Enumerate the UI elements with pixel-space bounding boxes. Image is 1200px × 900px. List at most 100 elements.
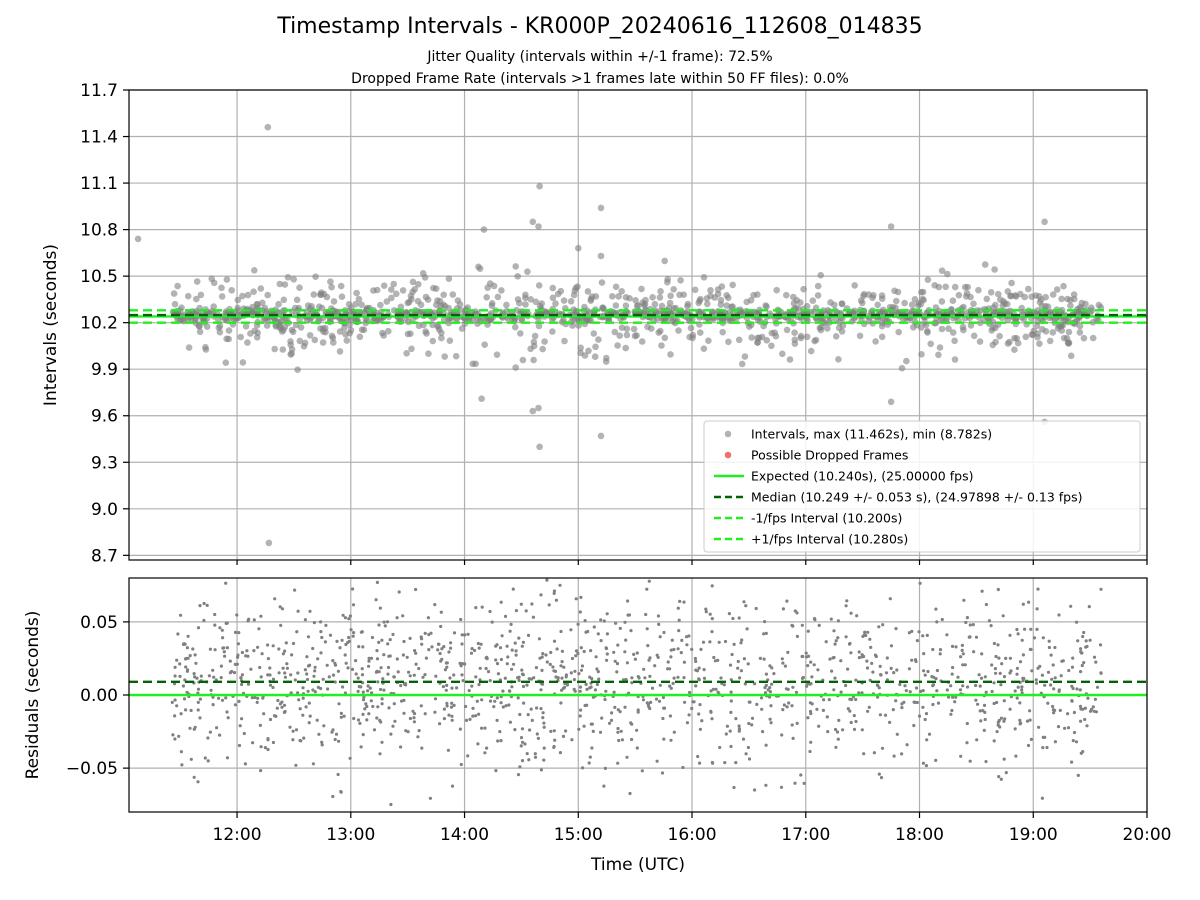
residual-point bbox=[635, 651, 639, 655]
residual-point bbox=[999, 777, 1003, 781]
residual-point bbox=[553, 669, 558, 674]
interval-point bbox=[1022, 333, 1030, 341]
residual-point bbox=[395, 616, 399, 620]
residual-point bbox=[907, 667, 912, 671]
residual-point bbox=[312, 621, 316, 625]
residual-point bbox=[834, 639, 838, 643]
interval-point bbox=[1019, 308, 1026, 316]
residual-point bbox=[866, 709, 870, 713]
residual-point bbox=[614, 621, 618, 625]
residual-point bbox=[710, 630, 714, 634]
residual-point bbox=[346, 666, 350, 670]
interval-point bbox=[570, 291, 578, 299]
residual-point bbox=[795, 611, 799, 615]
residual-point bbox=[746, 745, 751, 750]
residual-point bbox=[304, 705, 308, 709]
residual-point bbox=[1078, 688, 1082, 692]
residual-point bbox=[433, 697, 438, 701]
residual-point bbox=[207, 674, 211, 678]
residual-point bbox=[529, 677, 534, 681]
residual-point bbox=[173, 698, 177, 702]
interval-point bbox=[385, 327, 392, 335]
interval-point bbox=[790, 293, 797, 301]
interval-point bbox=[927, 340, 934, 348]
residual-point bbox=[352, 631, 356, 635]
interval-point bbox=[959, 323, 967, 331]
residual-point bbox=[356, 676, 360, 680]
residual-point bbox=[1089, 707, 1094, 711]
residual-point bbox=[907, 631, 912, 635]
residual-point bbox=[921, 689, 925, 693]
interval-point bbox=[529, 407, 537, 415]
interval-point bbox=[664, 278, 671, 286]
residual-point bbox=[650, 686, 655, 690]
residual-point bbox=[246, 682, 251, 686]
residual-point bbox=[1028, 709, 1032, 713]
residual-point bbox=[972, 650, 976, 654]
residual-point bbox=[898, 682, 902, 687]
residual-point bbox=[514, 653, 518, 657]
residual-point bbox=[503, 614, 508, 619]
residual-point bbox=[578, 714, 582, 718]
residual-point bbox=[900, 752, 904, 756]
residual-point bbox=[295, 630, 299, 634]
interval-point bbox=[657, 327, 664, 335]
residual-point bbox=[233, 630, 238, 635]
residual-point bbox=[331, 659, 335, 663]
interval-point bbox=[865, 317, 873, 325]
residual-point bbox=[1083, 717, 1087, 722]
interval-point bbox=[216, 328, 224, 336]
residual-point bbox=[626, 599, 630, 603]
interval-point bbox=[1041, 218, 1048, 226]
interval-point bbox=[191, 316, 199, 324]
residual-point bbox=[312, 674, 316, 678]
interval-point bbox=[210, 303, 217, 310]
residual-point bbox=[849, 651, 853, 655]
residual-point bbox=[1018, 701, 1022, 705]
interval-point bbox=[327, 278, 334, 286]
residual-point bbox=[357, 645, 361, 649]
residual-point bbox=[635, 728, 639, 732]
residual-point bbox=[449, 705, 454, 709]
residual-point bbox=[576, 622, 580, 626]
residual-point bbox=[506, 655, 510, 659]
residual-point bbox=[888, 597, 892, 601]
y-tick-label: 10.8 bbox=[80, 221, 118, 241]
residual-point bbox=[857, 650, 861, 654]
residual-point bbox=[521, 740, 525, 744]
interval-point bbox=[216, 322, 224, 330]
residual-point bbox=[298, 707, 302, 711]
interval-point bbox=[281, 281, 289, 288]
residual-point bbox=[592, 625, 596, 629]
interval-point bbox=[725, 338, 732, 346]
residual-point bbox=[739, 669, 744, 673]
residual-point bbox=[951, 695, 955, 699]
legend-entry: +1/fps Interval (10.280s) bbox=[751, 532, 908, 547]
residual-point bbox=[445, 661, 449, 665]
residual-point bbox=[854, 678, 858, 682]
residual-point bbox=[503, 676, 507, 680]
residual-point bbox=[513, 641, 517, 645]
residual-point bbox=[1094, 710, 1098, 714]
residual-point bbox=[927, 732, 932, 736]
residual-point bbox=[912, 700, 916, 704]
residual-point bbox=[452, 703, 456, 708]
residual-point bbox=[213, 612, 217, 617]
residual-point bbox=[734, 761, 738, 765]
interval-point bbox=[1013, 335, 1020, 342]
residual-point bbox=[559, 629, 563, 634]
residual-point bbox=[666, 667, 670, 671]
interval-point bbox=[388, 286, 395, 293]
residual-point bbox=[538, 656, 542, 660]
residual-point bbox=[296, 671, 300, 675]
residual-point bbox=[996, 587, 1000, 592]
residual-point bbox=[246, 619, 250, 623]
residual-point bbox=[917, 630, 921, 634]
residual-point bbox=[366, 689, 370, 693]
residual-point bbox=[938, 652, 942, 656]
residual-point bbox=[1086, 696, 1090, 700]
interval-point bbox=[498, 287, 505, 294]
residual-point bbox=[175, 658, 179, 662]
x-tick-label: 19:00 bbox=[1009, 825, 1058, 845]
residual-point bbox=[375, 580, 379, 585]
